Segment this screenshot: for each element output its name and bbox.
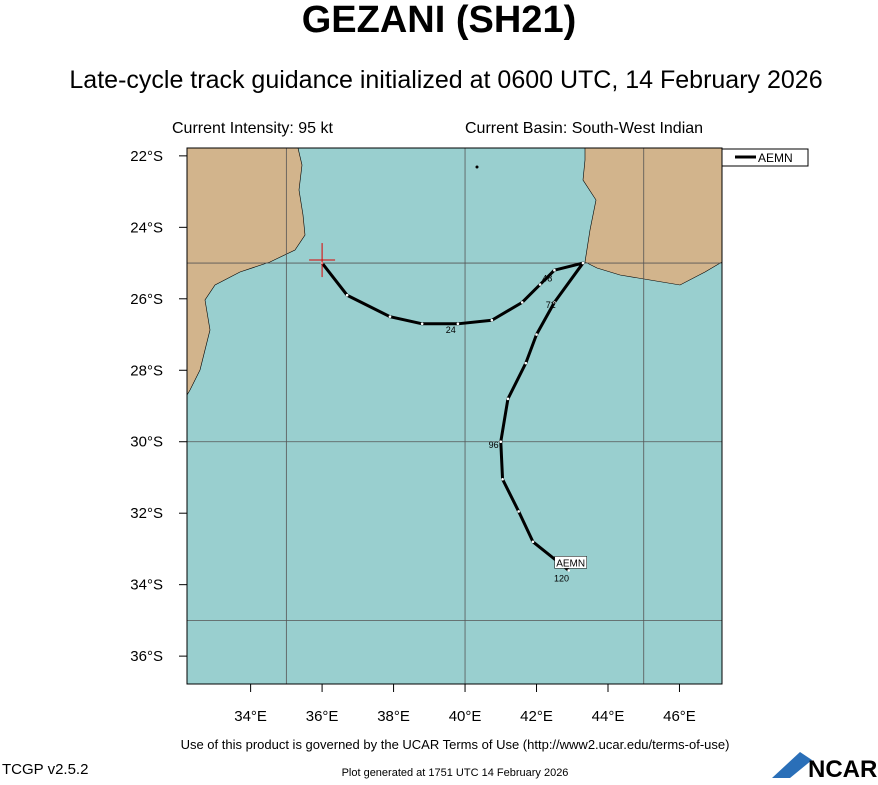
track-point	[535, 333, 538, 336]
track-point	[567, 569, 570, 572]
y-tick-label: 34°S	[130, 577, 163, 594]
track-point	[499, 440, 503, 444]
x-tick-label: 38°E	[377, 708, 410, 725]
subtitle: Late-cycle track guidance initialized at…	[69, 66, 822, 94]
logo-mark	[772, 752, 812, 778]
track-point	[420, 322, 424, 326]
y-tick-label: 36°S	[130, 648, 163, 665]
y-tick-label: 26°S	[130, 291, 163, 308]
title: GEZANI (SH21)	[302, 0, 576, 41]
tau-label: 24	[446, 325, 456, 335]
logo: NCAR	[808, 756, 877, 780]
basin: Current Basin: South-West Indian	[465, 120, 703, 137]
track-point	[520, 301, 524, 304]
legend-box	[721, 148, 809, 167]
x-tick-label: 34°E	[234, 708, 267, 725]
track-point	[524, 361, 528, 365]
intensity: Current Intensity: 95 kt	[172, 120, 334, 137]
generated: Plot generated at 1751 UTC 14 February 2…	[342, 767, 569, 779]
x-tick-label: 42°E	[520, 708, 553, 725]
tau-label: 96	[489, 440, 499, 450]
track-point	[531, 540, 535, 544]
track-label-box	[554, 556, 587, 569]
island	[475, 165, 479, 169]
tau-label: 48	[542, 273, 552, 283]
track: AEMN 24 48 72 96 120	[309, 243, 587, 584]
track-point	[506, 397, 510, 401]
tau-label: 120	[554, 574, 569, 584]
x-tick-label: 46°E	[663, 708, 696, 725]
grid	[187, 148, 722, 684]
track-point	[345, 293, 349, 297]
track-point	[490, 318, 494, 322]
track-point	[388, 315, 392, 318]
y-tick-label: 30°S	[130, 434, 163, 451]
tau-label: 72	[546, 300, 556, 310]
x-tick-label: 36°E	[306, 708, 339, 725]
x-tick-label: 44°E	[592, 708, 625, 725]
y-tick-label: 22°S	[130, 148, 163, 165]
y-tick-label: 32°S	[130, 505, 163, 522]
land-madagascar	[582, 147, 723, 286]
footer: Use of this product is governed by the U…	[181, 737, 730, 752]
track-point	[553, 268, 556, 272]
y-tick-label: 24°S	[130, 219, 163, 236]
track-point	[456, 322, 460, 326]
track-point	[581, 261, 585, 265]
y-tick-label: 28°S	[130, 362, 163, 379]
track-point	[517, 510, 520, 513]
track-label: AEMN	[556, 558, 585, 569]
track-point	[538, 283, 542, 286]
land-africa	[186, 147, 306, 397]
x-tick-label: 40°E	[449, 708, 482, 725]
track-point	[553, 301, 556, 304]
legend-entry: AEMN	[758, 151, 793, 165]
frame	[186, 147, 723, 685]
track-point	[501, 477, 504, 481]
version: TCGP v2.5.2	[2, 761, 88, 778]
